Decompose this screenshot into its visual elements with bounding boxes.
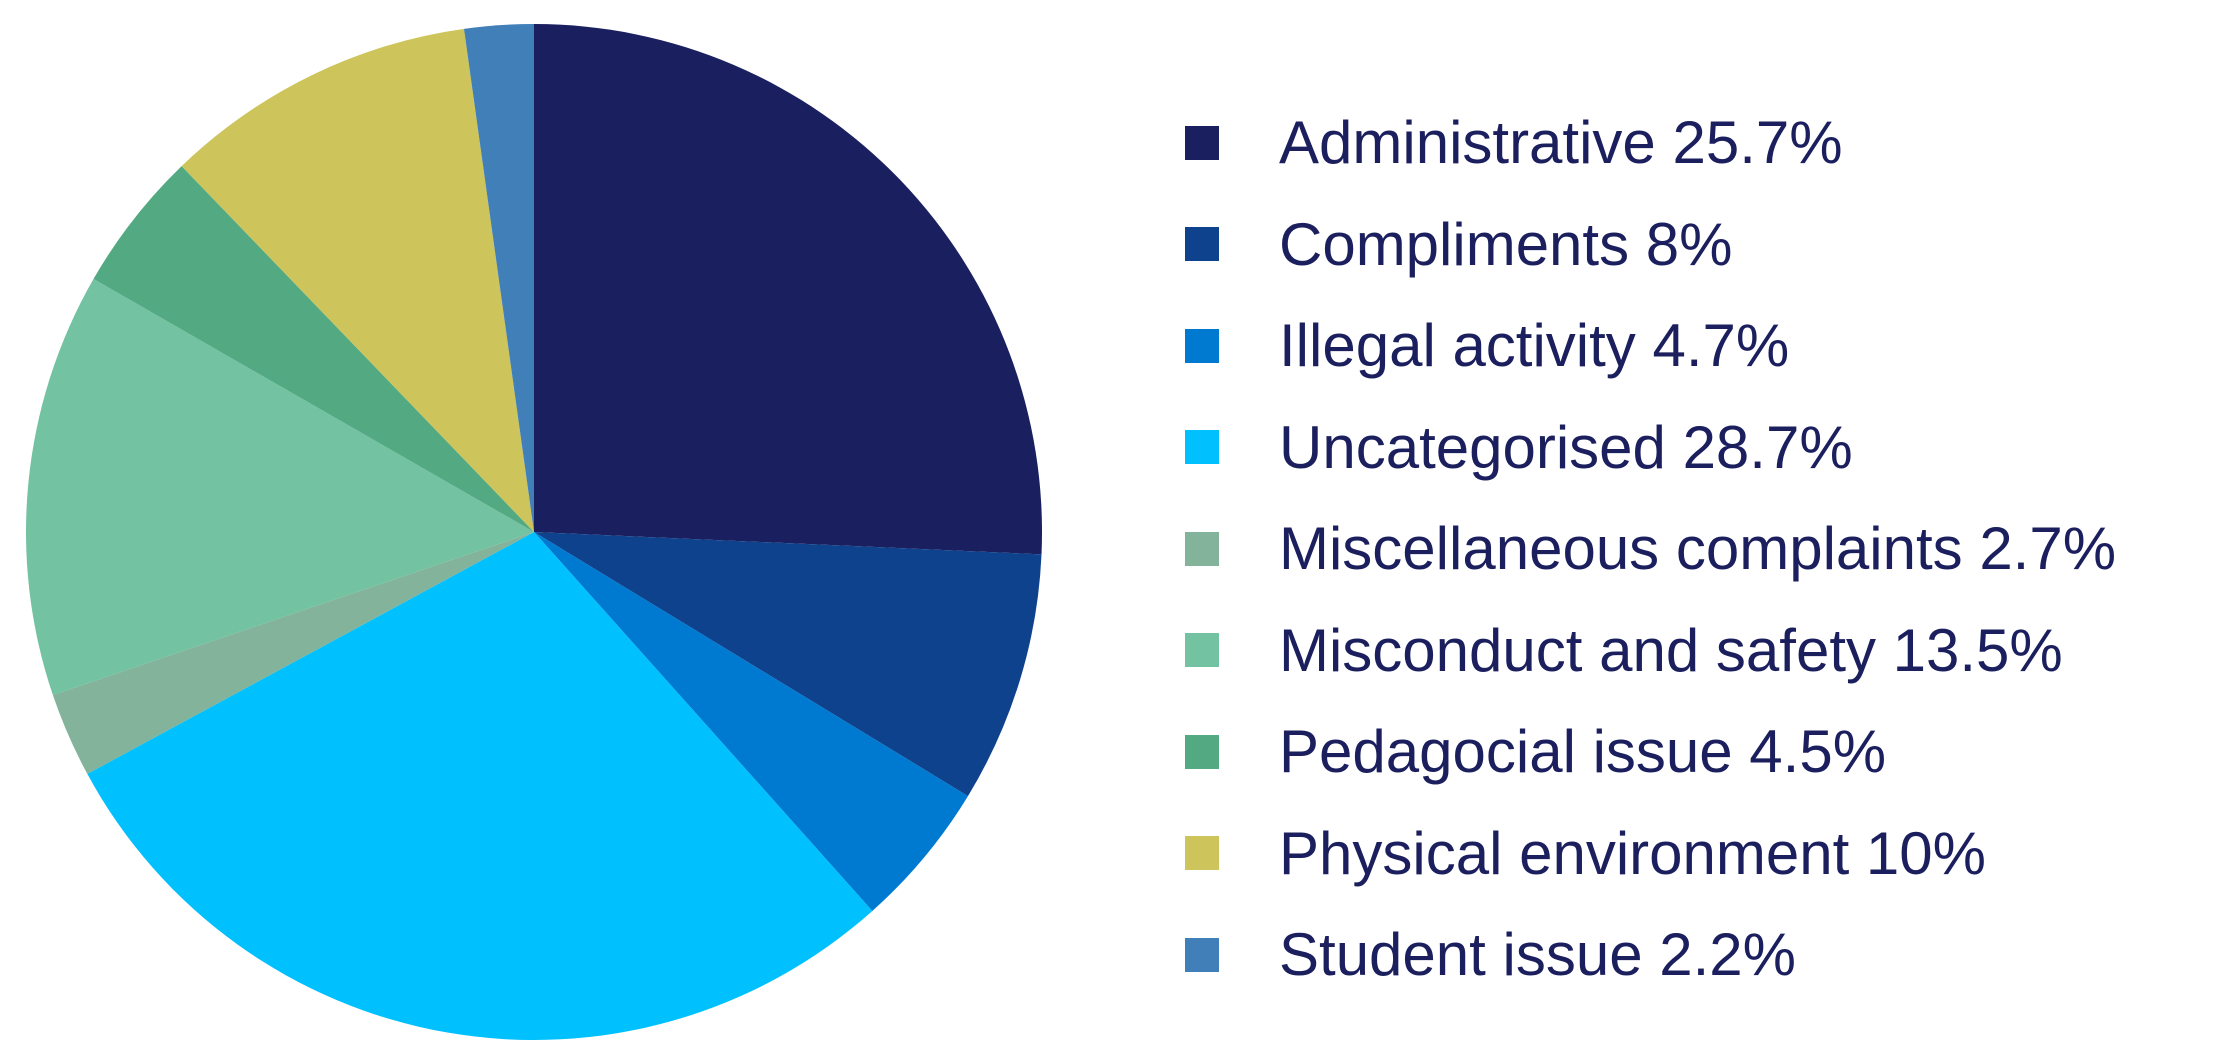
legend-item-misconduct-and-safety: Misconduct and safety 13.5% [1185,600,2116,702]
legend-label: Miscellaneous complaints 2.7% [1279,515,2117,583]
legend-item-student-issue: Student issue 2.2% [1185,904,2116,1006]
pie-slice-miscellaneous-complaints [52,532,535,774]
legend-swatch [1185,227,1219,262]
legend-swatch [1185,125,1219,160]
pie-slice-uncategorised [87,532,873,1040]
legend-item-physical-environment: Physical environment 10% [1185,803,2116,905]
legend-label: Compliments 8% [1279,210,1733,278]
pie-slice-pedagocial-issue [93,166,534,532]
pie-slice-misconduct-and-safety [25,278,535,696]
legend-item-uncategorised: Uncategorised 28.7% [1185,397,2116,499]
legend-swatch [1185,836,1219,871]
legend-item-illegal-activity: Illegal activity 4.7% [1185,295,2116,397]
legend-label: Uncategorised 28.7% [1279,413,1853,481]
legend-item-compliments: Compliments 8% [1185,194,2116,296]
legend-label: Physical environment 10% [1279,819,1987,887]
legend-item-pedagocial-issue: Pedagocial issue 4.5% [1185,701,2116,803]
legend-label: Pedagocial issue 4.5% [1279,718,1887,786]
legend-label: Administrative 25.7% [1279,109,1843,177]
legend-swatch [1185,734,1219,769]
pie-slices [25,24,1043,1040]
pie-slice-physical-environment [181,28,534,532]
legend-swatch [1185,531,1219,566]
legend-item-miscellaneous-complaints: Miscellaneous complaints 2.7% [1185,498,2116,600]
legend-swatch [1185,430,1219,465]
legend-label: Illegal activity 4.7% [1279,312,1790,380]
pie-slice-compliments [534,532,1042,797]
legend: Administrative 25.7% Compliments 8% Illega… [1185,92,2116,1006]
legend-label: Student issue 2.2% [1279,921,1797,989]
legend-swatch [1185,328,1219,363]
pie-chart [25,24,1043,1040]
pie-slice-illegal-activity [534,532,968,911]
legend-label: Misconduct and safety 13.5% [1279,616,2063,684]
legend-item-administrative: Administrative 25.7% [1185,92,2116,194]
legend-swatch [1185,633,1219,668]
legend-swatch [1185,937,1219,972]
pie-slice-administrative [534,24,1043,555]
pie-slice-student-issue [464,24,534,532]
